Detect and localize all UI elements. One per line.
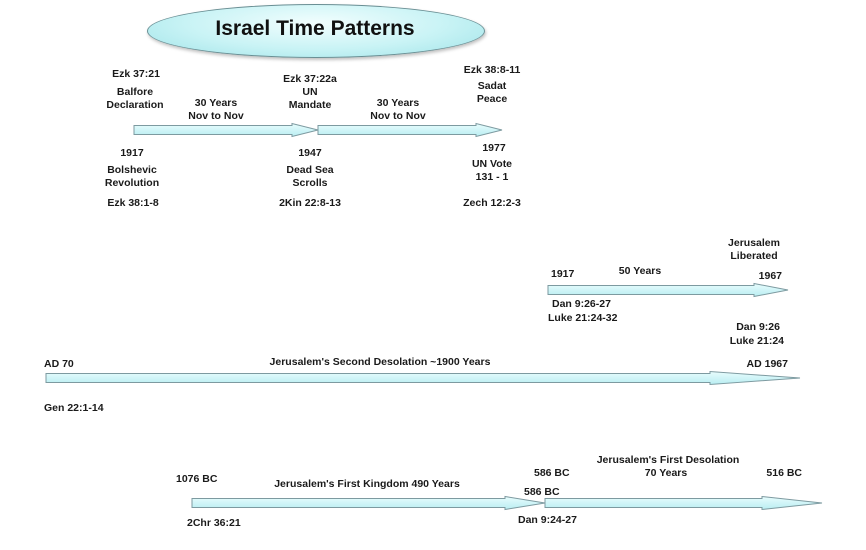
s1-mid-event-2: Mandate: [288, 99, 332, 111]
timeline-arrow-1917-1947: [133, 122, 319, 138]
s4-mid-top: 586 BC: [534, 467, 570, 479]
title-oval: [147, 4, 485, 58]
page-title: Israel Time Patterns: [215, 17, 415, 40]
s2-end-year: 1967: [758, 270, 782, 282]
s1-left-below-ref: Ezk 38:1-8: [107, 197, 159, 209]
s1-left-below-1: Bolshevic: [107, 164, 157, 176]
s3-label: Jerusalem's Second Desolation ~1900 Year…: [269, 356, 491, 368]
s2-right-ref-2: Luke 21:24: [729, 335, 784, 347]
s4-kingdom-label: Jerusalem's First Kingdom 490 Years: [274, 478, 460, 490]
s1-mid-below-2: Scrolls: [292, 177, 328, 189]
s1-left-year: 1917: [120, 147, 144, 159]
s1-right-event-2: Peace: [476, 93, 508, 105]
s1-mid-event-1: UN: [302, 86, 318, 98]
s3-ref: Gen 22:1-14: [44, 402, 104, 414]
s2-top-event-1: Jerusalem: [728, 237, 780, 249]
s4-start: 1076 BC: [176, 473, 218, 485]
timeline-arrow-ad70-ad1967: [45, 370, 801, 386]
timeline-arrow-first-desolation: [544, 495, 823, 511]
s2-top-event-2: Liberated: [730, 250, 778, 262]
s3-end: AD 1967: [746, 358, 788, 370]
s1-mid-below-1: Dead Sea: [286, 164, 334, 176]
s2-left-ref-1: Dan 9:26-27: [552, 298, 611, 310]
s1-right-below-1: UN Vote: [471, 158, 513, 170]
s4-end: 516 BC: [766, 467, 802, 479]
s2-left-ref-2: Luke 21:24-32: [548, 312, 618, 324]
s1-mid-below-ref: 2Kin 22:8-13: [279, 197, 341, 209]
s1-left-event-1: Balfore: [116, 86, 154, 98]
s1-right-below-ref: Zech 12:2-3: [463, 197, 521, 209]
s4-mid-ref: Dan 9:24-27: [518, 514, 577, 526]
timeline-arrow-1917-1967: [547, 282, 789, 298]
s3-start: AD 70: [44, 358, 74, 370]
s1-span2-note: Nov to Nov: [370, 110, 426, 122]
timeline-arrow-first-kingdom: [191, 495, 546, 511]
s1-span1-years: 30 Years: [194, 97, 238, 109]
s1-right-event-1: Sadat: [477, 80, 507, 92]
s1-left-event-2: Declaration: [106, 99, 164, 111]
s1-span1-note: Nov to Nov: [188, 110, 244, 122]
s2-right-ref-1: Dan 9:26: [736, 321, 780, 333]
timeline-arrow-1947-1977: [317, 122, 503, 138]
s1-span2-years: 30 Years: [376, 97, 420, 109]
s2-start-year: 1917: [551, 268, 575, 280]
s1-right-below-2: 131 - 1: [475, 171, 509, 183]
s1-mid-ref: Ezk 37:22a: [283, 73, 337, 85]
s1-mid-year: 1947: [298, 147, 322, 159]
s4-left-ref: 2Chr 36:21: [187, 517, 241, 529]
s1-left-below-2: Revolution: [104, 177, 160, 189]
s4-desolation-1: Jerusalem's First Desolation: [596, 454, 740, 466]
s1-left-ref: Ezk 37:21: [112, 68, 160, 80]
s4-mid-arrow: 586 BC: [524, 486, 560, 498]
s2-span: 50 Years: [618, 265, 662, 277]
s4-desolation-2: 70 Years: [644, 467, 688, 479]
s1-right-ref: Ezk 38:8-11: [463, 64, 521, 76]
s1-right-year: 1977: [482, 142, 506, 154]
